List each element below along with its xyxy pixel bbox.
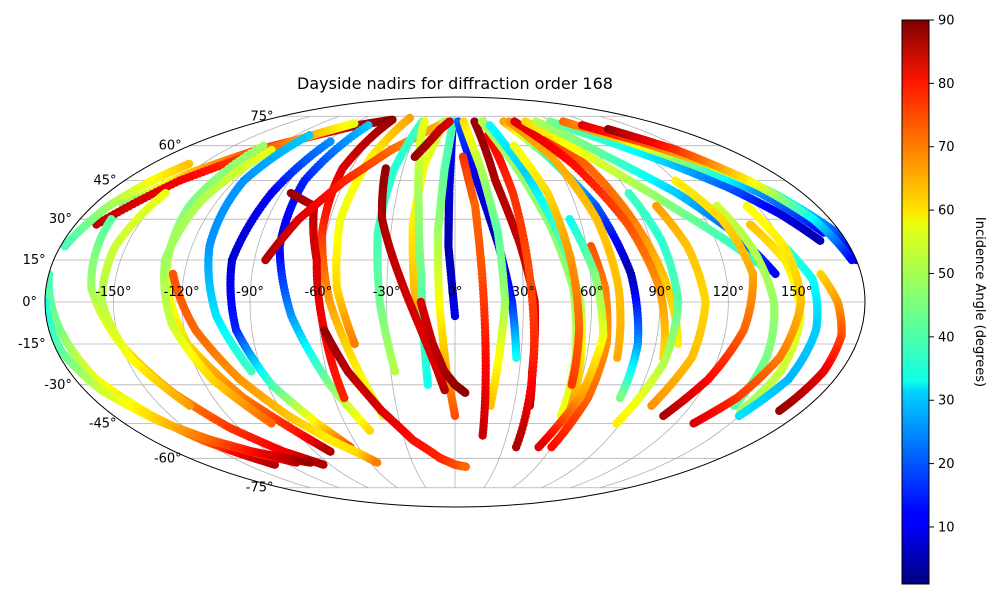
data-point [689,419,697,427]
data-point [462,463,470,471]
data-point [319,460,327,468]
data-point [340,394,348,402]
data-point [567,381,575,389]
data-point [366,426,374,434]
data-point [612,419,620,427]
data-point [771,270,779,278]
data-point [512,443,520,451]
data-point [451,312,459,320]
data-point [373,458,381,466]
data-point [391,367,399,375]
data-point [534,443,542,451]
data-point [478,431,486,439]
data-point [461,389,469,397]
data-point [735,412,743,420]
data-point [326,447,334,455]
data-point [647,402,655,410]
data-point [445,117,453,125]
data-point [512,354,520,362]
data-point [616,394,624,402]
data-point [451,412,459,420]
data-point [659,412,667,420]
data-point [613,354,621,362]
data-point [547,443,555,451]
data-point [816,237,824,245]
data-point [424,381,432,389]
data-point [441,386,449,394]
data-point [350,340,358,348]
data-point [775,407,783,415]
data-point [350,119,358,127]
